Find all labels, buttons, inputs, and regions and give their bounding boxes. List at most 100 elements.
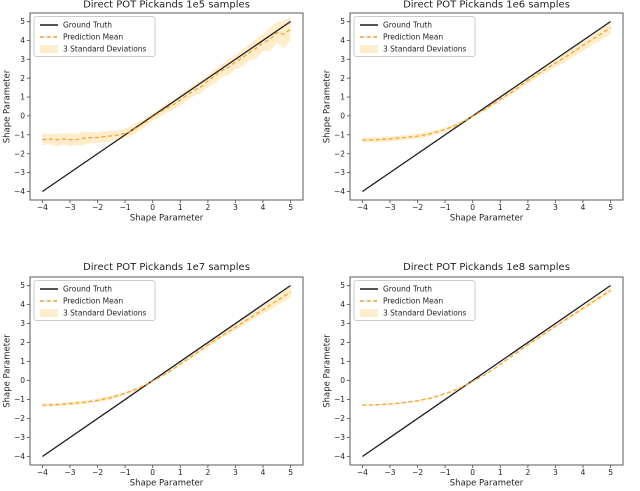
x-tick-label: 0 xyxy=(470,468,475,477)
legend-box xyxy=(353,16,476,57)
plot-area xyxy=(362,284,611,458)
legend-entry-label: 3 Standard Deviations xyxy=(383,45,467,54)
x-tick-label: 4 xyxy=(581,468,586,477)
legend-entry-label: Ground Truth xyxy=(383,21,432,30)
subplot-pickands-1e6: −4 −3 −2 −1 0 1 2 3 4 5 −4 −3 −2 −1 0 1 2 3 4 5 Direct POT P… xyxy=(320,0,640,246)
y-tick-label: −4 xyxy=(14,452,25,461)
x-tick-label: −4 xyxy=(357,468,368,477)
y-axis-label: Shape Parameter xyxy=(323,334,333,408)
y-tick-label: −1 xyxy=(14,130,25,139)
y-tick-label: 5 xyxy=(340,17,345,26)
chart-canvas: −4 −3 −2 −1 0 1 2 3 4 5 −4 −3 −2 −1 0 1 2 3 4 5 Direct POT P… xyxy=(3,262,304,489)
legend-entry-label: Prediction Mean xyxy=(383,33,443,42)
x-tick-label: −4 xyxy=(357,203,368,212)
y-tick-label: −3 xyxy=(14,168,25,177)
legend: Ground Truth Prediction Mean 3 Standard De… xyxy=(353,16,476,57)
y-tick-label: 1 xyxy=(20,357,25,366)
legend-box xyxy=(33,280,156,321)
legend-entry-label: Ground Truth xyxy=(383,285,432,294)
ground-truth-line xyxy=(42,20,291,193)
legend-entry-label: Prediction Mean xyxy=(383,297,443,306)
x-tick-label: −1 xyxy=(440,203,451,212)
subplot-pickands-1e5: −4 −3 −2 −1 0 1 2 3 4 5 −4 −3 −2 −1 0 1 2 3 4 5 Direct POT P… xyxy=(0,0,320,246)
legend: Ground Truth Prediction Mean 3 Standard De… xyxy=(353,280,476,321)
y-tick-label: 0 xyxy=(20,112,25,121)
y-tick-label: 3 xyxy=(20,319,25,328)
x-tick-label: −4 xyxy=(37,203,48,212)
legend-entry-label: Prediction Mean xyxy=(63,297,123,306)
legend-band-marker xyxy=(360,309,378,317)
chart-canvas: −4 −3 −2 −1 0 1 2 3 4 5 −4 −3 −2 −1 0 1 2 3 4 5 Direct POT P… xyxy=(323,0,624,224)
legend-band-marker xyxy=(40,45,58,53)
subplot-pickands-1e8: −4 −3 −2 −1 0 1 2 3 4 5 −4 −3 −2 −1 0 1 2 3 4 5 Direct POT P… xyxy=(320,245,640,491)
axes-spines xyxy=(29,12,304,201)
y-tick-label: 4 xyxy=(20,36,25,45)
y-tick-label: 0 xyxy=(340,376,345,385)
x-tick-label: 0 xyxy=(150,468,155,477)
x-tick-label: −3 xyxy=(384,468,395,477)
x-tick-label: 0 xyxy=(150,203,155,212)
legend-entry-label: 3 Standard Deviations xyxy=(63,309,147,318)
y-tick-label: 1 xyxy=(340,93,345,102)
plot-area xyxy=(42,17,291,193)
x-tick-label: 1 xyxy=(178,468,183,477)
y-tick-label: −2 xyxy=(14,414,25,423)
y-tick-label: 3 xyxy=(340,55,345,64)
ground-truth-line xyxy=(362,284,611,458)
y-tick-label: −4 xyxy=(334,452,345,461)
chart-canvas: −4 −3 −2 −1 0 1 2 3 4 5 −4 −3 −2 −1 0 1 2 3 4 5 Direct POT P… xyxy=(3,0,304,224)
legend-entry-label: Prediction Mean xyxy=(63,33,123,42)
x-tick-label: 3 xyxy=(233,468,238,477)
y-tick-label: −4 xyxy=(334,187,345,196)
x-tick-label: 2 xyxy=(526,468,531,477)
prediction-mean-line xyxy=(362,26,611,141)
x-tick-label: −2 xyxy=(92,468,103,477)
legend-box xyxy=(353,280,476,321)
band-3-standard-deviations xyxy=(42,17,291,147)
legend: Ground Truth Prediction Mean 3 Standard De… xyxy=(33,280,156,321)
legend-band-marker xyxy=(360,45,378,53)
legend-entry-label: 3 Standard Deviations xyxy=(383,309,467,318)
x-tick-label: 5 xyxy=(288,203,293,212)
y-tick-label: −3 xyxy=(14,433,25,442)
y-tick-label: 5 xyxy=(20,281,25,290)
y-axis-label: Shape Parameter xyxy=(3,334,13,408)
x-tick-label: 3 xyxy=(233,203,238,212)
legend-entry-label: 3 Standard Deviations xyxy=(63,45,147,54)
y-tick-label: 0 xyxy=(20,376,25,385)
x-tick-label: −2 xyxy=(412,203,423,212)
x-tick-label: 5 xyxy=(608,468,613,477)
prediction-mean-line xyxy=(42,28,291,141)
legend-box xyxy=(33,16,156,57)
x-tick-label: −3 xyxy=(64,468,75,477)
x-tick-label: 3 xyxy=(553,203,558,212)
x-tick-label: 5 xyxy=(608,203,613,212)
ground-truth-line xyxy=(42,284,291,458)
y-axis-label: Shape Parameter xyxy=(3,69,13,143)
x-tick-label: −2 xyxy=(412,468,423,477)
x-tick-label: 5 xyxy=(288,468,293,477)
x-tick-label: −1 xyxy=(440,468,451,477)
x-tick-label: 2 xyxy=(206,468,211,477)
legend: Ground Truth Prediction Mean 3 Standard De… xyxy=(33,16,156,57)
tick-labels: −4 −3 −2 −1 0 1 2 3 4 5 −4 −3 −2 −1 0 1 2 3 4 5 xyxy=(14,281,293,477)
y-axis-label: Shape Parameter xyxy=(323,69,333,143)
y-tick-label: −1 xyxy=(14,395,25,404)
y-tick-label: 5 xyxy=(20,17,25,26)
chart-title: Direct POT Pickands 1e6 samples xyxy=(403,0,570,11)
x-tick-label: 2 xyxy=(526,203,531,212)
y-tick-label: 2 xyxy=(20,74,25,83)
chart-title: Direct POT Pickands 1e8 samples xyxy=(403,262,570,273)
legend-entry-label: Ground Truth xyxy=(63,21,112,30)
y-tick-label: −2 xyxy=(14,149,25,158)
axes-spines xyxy=(349,12,624,201)
x-axis-label: Shape Parameter xyxy=(130,214,204,224)
y-tick-label: 2 xyxy=(340,74,345,83)
tick-labels: −4 −3 −2 −1 0 1 2 3 4 5 −4 −3 −2 −1 0 1 2 3 4 5 xyxy=(334,17,613,212)
ground-truth-line xyxy=(362,20,611,193)
x-tick-label: −3 xyxy=(384,203,395,212)
tick-labels: −4 −3 −2 −1 0 1 2 3 4 5 −4 −3 −2 −1 0 1 2 3 4 5 xyxy=(14,17,293,212)
x-tick-label: −2 xyxy=(92,203,103,212)
y-tick-label: 2 xyxy=(340,338,345,347)
y-tick-label: 2 xyxy=(20,338,25,347)
